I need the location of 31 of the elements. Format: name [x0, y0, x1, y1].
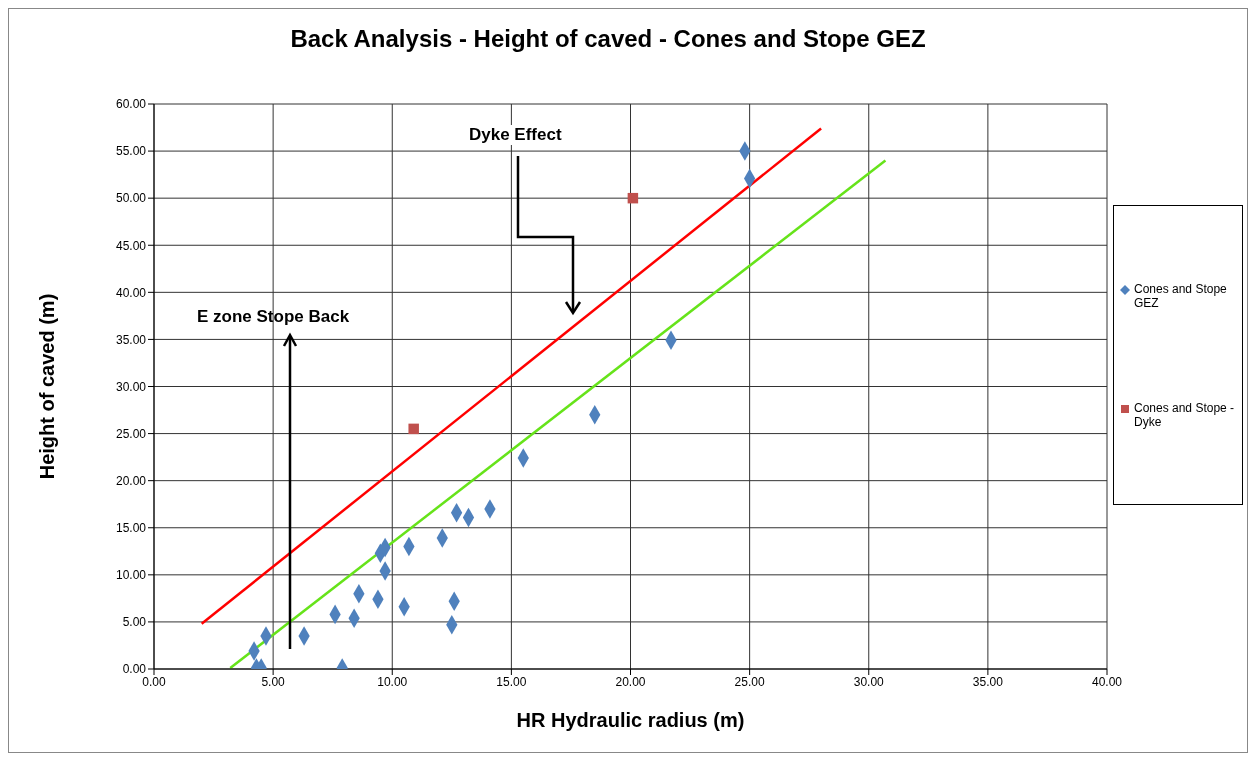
annotation: E zone Stope Back: [197, 307, 350, 327]
y-tick-label: 5.00: [122, 615, 147, 630]
x-tick-label: 35.00: [972, 674, 1004, 689]
x-tick-label: 25.00: [734, 674, 765, 689]
x-axis-title: HR Hydraulic radius (m): [516, 709, 745, 731]
x-tick-label: 20.00: [615, 674, 646, 689]
x-tick-label: 15.00: [496, 674, 527, 689]
annotation: Dyke Effect: [467, 125, 564, 145]
x-tick-label: 10.00: [377, 674, 408, 689]
y-tick-label: 55.00: [115, 144, 147, 159]
x-tick-label: 30.00: [853, 674, 885, 689]
y-tick-label: 10.00: [115, 568, 147, 583]
y-tick-label: 20.00: [115, 473, 147, 488]
y-tick-label: 45.00: [115, 238, 147, 253]
x-tick-label: 5.00: [261, 674, 286, 689]
point: [627, 192, 639, 204]
y-tick-label: 60.00: [115, 97, 147, 112]
legend-label: Cones and Stope GEZ: [1134, 281, 1228, 310]
x-tick-label: 40.00: [1091, 674, 1123, 689]
y-tick-label: 15.00: [115, 521, 147, 536]
y-tick-label: 35.00: [115, 332, 147, 347]
chart-title: Back Analysis - Height of caved - Cones and Stope GEZ: [289, 24, 927, 54]
y-tick-label: 25.00: [115, 426, 147, 441]
y-tick-label: 40.00: [115, 285, 147, 300]
y-tick-label: 50.00: [115, 191, 147, 206]
y-tick-label: 0.00: [122, 662, 147, 677]
point: [408, 423, 419, 435]
y-tick-label: 30.00: [115, 379, 147, 394]
y-axis-title: Height of caved (m): [36, 293, 59, 480]
legend-label: Cones and Stope - Dyke: [1134, 400, 1236, 429]
x-tick-label: 0.00: [142, 674, 166, 689]
